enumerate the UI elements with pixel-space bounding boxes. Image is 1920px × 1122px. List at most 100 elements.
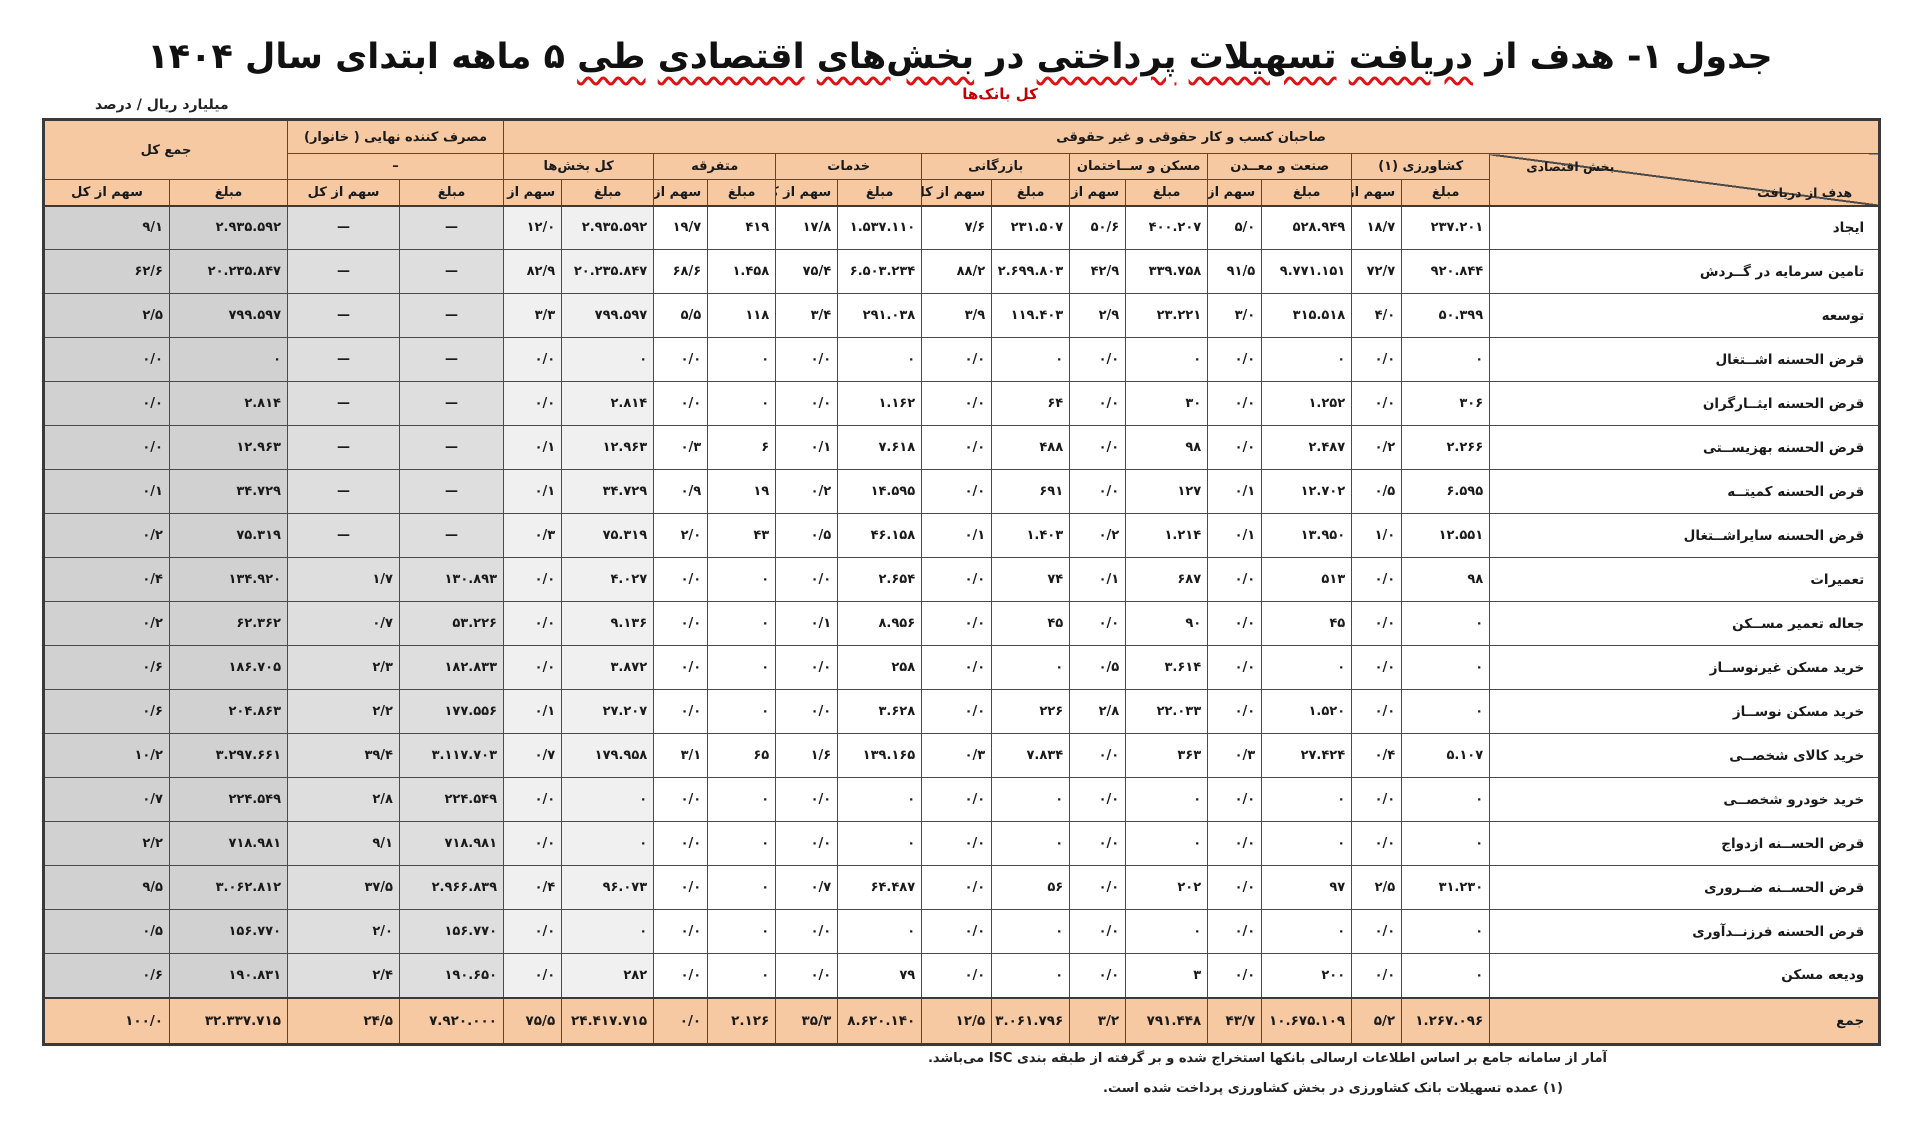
cell-amount-misc: ۰ [707,689,777,734]
cell-share-agriculture: ۰/۲ [1351,425,1403,470]
cell-amount-total: ۱۹۰.۸۳۱ [169,953,288,998]
cell-share-agriculture: ۰/۰ [1351,557,1403,602]
cell-amount-misc: ۰ [707,909,777,954]
cell-share-housing: ۰/۰ [1069,953,1127,998]
cell-amount-agriculture: ۹۸ [1401,557,1491,602]
row-label: جمع [1489,997,1881,1045]
subheader-share-all_sectors: سهم از کل [502,179,563,206]
cell-share-total: ۰/۰ [43,425,170,470]
footnote-source: آمار از سامانه جامع بر اساس اطلاعات ارسا… [927,1051,1607,1066]
cell-share-consumer: ۳۷/۵ [287,865,400,910]
cell-amount-housing: ۹۰ [1125,601,1209,646]
cell-amount-misc: ۰ [707,381,777,426]
subheader-share-commerce: سهم از کل [921,179,993,206]
table-row: قرض الحسنه بهزیســتی ۲.۲۶۶ ۰/۲ ۲.۴۸۷ ۰/۰ ۹۸ ۰/… [43,425,1881,470]
cell-amount-consumer: ۲۲۴.۵۴۹ [399,777,504,822]
cell-share-industry: ۹۱/۵ [1207,249,1263,294]
cell-share-industry: ۰/۰ [1207,601,1263,646]
cell-share-housing: ۳/۲ [1069,997,1127,1045]
subheader-amount-agriculture: مبلغ [1401,179,1491,206]
cell-share-agriculture: ۰/۰ [1351,909,1403,954]
cell-amount-services: ۸.۹۵۶ [837,601,923,646]
cell-share-housing: ۵۰/۶ [1069,205,1127,250]
cell-share-services: ۰/۰ [775,821,839,866]
cell-amount-consumer: — [399,469,504,514]
cell-amount-commerce: ۶۴ [991,381,1071,426]
cell-amount-services: ۲۵۸ [837,645,923,690]
cell-share-services: ۱۷/۸ [775,205,839,250]
cell-share-services: ۰/۰ [775,557,839,602]
cell-share-services: ۱/۶ [775,733,839,778]
cell-share-all_sectors: ۰/۰ [502,557,563,602]
consumer-dash-header: – [287,153,504,180]
cell-amount-misc: ۶۵ [707,733,777,778]
cell-amount-industry: ۱۰.۶۷۵.۱۰۹ [1261,997,1353,1045]
cell-share-commerce: ۰/۰ [921,337,993,382]
cell-share-services: ۰/۰ [775,689,839,734]
cell-amount-total: ۳۲.۳۳۷.۷۱۵ [169,997,288,1045]
cell-amount-commerce: ۰ [991,645,1071,690]
cell-amount-all_sectors: ۰ [561,821,655,866]
table-row: قرض الحسنه کمیتــه ۶.۵۹۵ ۰/۵ ۱۲.۷۰۲ ۰/۱ ۱۲۷ ۰/… [43,469,1881,514]
cell-share-misc: ۰/۰ [653,953,709,998]
cell-amount-industry: ۱.۵۲۰ [1261,689,1353,734]
cell-share-housing: ۰/۰ [1069,909,1127,954]
cell-amount-services: ۳.۶۲۸ [837,689,923,734]
cell-share-total: ۰/۶ [43,689,170,734]
cell-share-industry: ۰/۰ [1207,689,1263,734]
title-word: از [1485,37,1518,78]
cell-amount-agriculture: ۲۳۷.۲۰۱ [1401,205,1491,250]
cell-share-consumer: ۲/۳ [287,645,400,690]
cell-amount-housing: ۲۲.۰۳۳ [1125,689,1209,734]
banks-total-label: کل بانک‌ها [962,85,1038,103]
cell-amount-all_sectors: ۰ [561,909,655,954]
subheader-share-total: سهم از کل [43,179,170,206]
col-group-misc: متفرقه [653,153,777,180]
cell-share-commerce: ۰/۰ [921,821,993,866]
cell-share-industry: ۰/۰ [1207,953,1263,998]
corner-cell: بخش اقتصادی هدف از دریافت [1489,153,1881,206]
cell-share-all_sectors: ۰/۷ [502,733,563,778]
cell-amount-consumer: ۱۹۰.۶۵۰ [399,953,504,998]
cell-share-industry: ۰/۰ [1207,865,1263,910]
cell-share-agriculture: ۱/۰ [1351,513,1403,558]
table-row: توسعه ۵۰.۳۹۹ ۴/۰ ۳۱۵.۵۱۸ ۳/۰ ۲۳.۲۲۱ ۲/۹ ۱۱۹.۴۰۳… [43,293,1881,338]
cell-share-consumer: ۲۴/۵ [287,997,400,1045]
subheader-share-consumer: سهم از کل [287,179,400,206]
cell-amount-all_sectors: ۲.۸۱۴ [561,381,655,426]
cell-amount-housing: ۳.۶۱۴ [1125,645,1209,690]
cell-amount-industry: ۰ [1261,337,1353,382]
cell-share-services: ۰/۰ [775,381,839,426]
col-group-services: خدمات [775,153,923,180]
cell-amount-consumer: ۲.۹۶۶.۸۳۹ [399,865,504,910]
cell-share-housing: ۰/۰ [1069,821,1127,866]
cell-amount-consumer: ۵۳.۲۲۶ [399,601,504,646]
table-row: قرض الحســنه ازدواج ۰ ۰/۰ ۰ ۰/۰ ۰ ۰/۰ ۰ ۰/۰ ۰ ۰/۰ ۰… [43,821,1881,866]
cell-share-all_sectors: ۰/۱ [502,689,563,734]
cell-share-consumer: — [287,249,400,294]
table-row: خرید مسکن غیرنوســاز ۰ ۰/۰ ۰ ۰/۰ ۳.۶۱۴ ۰/۵ ۰ ۰/۰… [43,645,1881,690]
table-row: خرید خودرو شخصــی ۰ ۰/۰ ۰ ۰/۰ ۰ ۰/۰ ۰ ۰/۰ ۰ ۰/۰ ۰ ۰/… [43,777,1881,822]
cell-amount-commerce: ۰ [991,821,1071,866]
title-word: هدف [1529,37,1615,78]
col-group-housing: مسکن و ســاختمان [1069,153,1209,180]
cell-share-consumer: — [287,513,400,558]
cell-amount-housing: ۰ [1125,821,1209,866]
cell-amount-agriculture: ۰ [1401,645,1491,690]
title-word: ابتدای [335,37,439,78]
subheader-share-misc: سهم از کل [653,179,709,206]
cell-amount-agriculture: ۳۰۶ [1401,381,1491,426]
cell-amount-misc: ۴۱۹ [707,205,777,250]
cell-share-services: ۰/۰ [775,909,839,954]
cell-amount-total: ۷۵.۳۱۹ [169,513,288,558]
cell-amount-housing: ۶۸۷ [1125,557,1209,602]
cell-amount-housing: ۰ [1125,777,1209,822]
cell-amount-industry: ۱۲.۷۰۲ [1261,469,1353,514]
cell-amount-all_sectors: ۹۶.۰۷۳ [561,865,655,910]
cell-share-agriculture: ۰/۵ [1351,469,1403,514]
cell-share-agriculture: ۵/۲ [1351,997,1403,1045]
cell-share-services: ۰/۰ [775,777,839,822]
cell-share-total: ۰/۲ [43,601,170,646]
title-word: سال [245,37,323,78]
facilities-table: صاحبان کسب و کار حقوقی و غیر حقوقی مصرف ک… [42,118,1882,1046]
